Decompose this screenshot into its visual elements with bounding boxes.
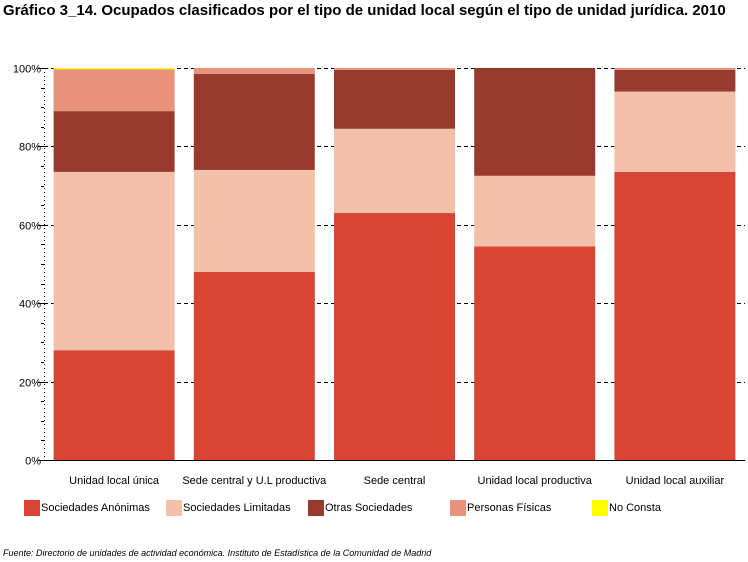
x-tick-label: Sede central — [364, 475, 426, 487]
bar-segment — [334, 213, 455, 460]
bar-segment — [53, 69, 175, 112]
legend-item: Sociedades Limitadas — [166, 500, 291, 516]
legend-swatch — [592, 500, 608, 516]
y-tick-label: 80% — [19, 142, 41, 154]
chart-title: Gráfico 3_14. Ocupados clasificados por … — [3, 2, 726, 19]
source-note: Fuente: Directorio de unidades de activi… — [3, 548, 432, 558]
bar-segment — [614, 171, 736, 460]
legend-label: Otras Sociedades — [325, 502, 413, 514]
legend-label: Sociedades Anónimas — [41, 502, 150, 514]
y-tick-label: 60% — [19, 221, 41, 233]
legend-label: Personas Físicas — [467, 502, 552, 514]
axes: Unidad local única Sede central y U.L pro… — [13, 64, 745, 487]
legend-label: No Consta — [609, 502, 661, 514]
legend-swatch — [450, 500, 466, 516]
bar-segment — [193, 68, 315, 74]
bar-segment — [614, 68, 736, 70]
x-tick-label: Sede central y U.L productiva — [182, 475, 327, 487]
legend-item: Sociedades Anónimas — [24, 500, 150, 516]
y-tick-label: 100% — [13, 64, 41, 76]
bar-segment — [193, 169, 315, 272]
legend-swatch — [24, 500, 40, 516]
bar-segment — [614, 91, 736, 172]
bar-segment — [334, 68, 455, 70]
bars — [53, 68, 736, 460]
x-tick-label: Unidad local única — [69, 475, 160, 487]
legend-item: Personas Físicas — [450, 500, 551, 516]
bar-segment — [614, 69, 736, 92]
y-tick-label: 40% — [19, 299, 41, 311]
bar-segment — [193, 271, 315, 460]
legend-swatch — [308, 500, 324, 516]
chart-legend: Sociedades Anónimas Sociedades Limitadas O… — [24, 500, 744, 520]
bar-segment — [474, 175, 596, 247]
bar-segment — [53, 171, 175, 351]
bar-segment — [53, 350, 175, 460]
legend-swatch — [166, 500, 182, 516]
x-tick-label: Unidad local auxiliar — [626, 475, 725, 487]
bar-segment — [334, 128, 455, 214]
stacked-bar-chart: Unidad local única Sede central y U.L pro… — [13, 64, 745, 487]
bar-segment — [474, 68, 596, 176]
legend-item: No Consta — [592, 500, 661, 516]
y-tick-label: 0% — [25, 456, 41, 468]
legend-label: Sociedades Limitadas — [183, 502, 291, 514]
bar-segment — [53, 111, 175, 172]
bar-segment — [474, 246, 596, 460]
y-tick-label: 20% — [19, 378, 41, 390]
legend-item: Otras Sociedades — [308, 500, 412, 516]
bar-segment — [334, 69, 455, 129]
x-tick-label: Unidad local productiva — [478, 475, 593, 487]
bar-segment — [53, 68, 175, 70]
bar-segment — [193, 73, 315, 170]
